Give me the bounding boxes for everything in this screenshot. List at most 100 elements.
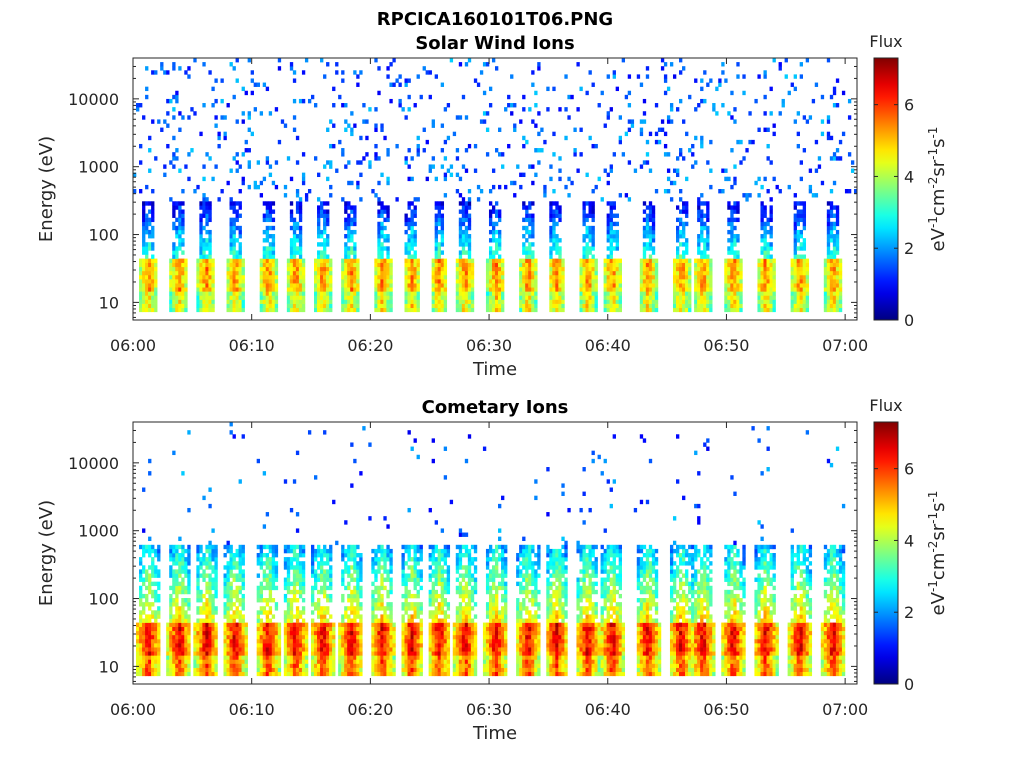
heatmap-cell xyxy=(274,667,279,673)
heatmap-cell xyxy=(154,651,158,656)
heatmap-cell xyxy=(292,270,297,276)
heatmap-cell xyxy=(292,630,297,636)
heatmap-cell xyxy=(350,287,354,292)
heatmap-cell xyxy=(374,279,378,284)
heatmap-cell xyxy=(238,262,242,268)
heatmap-cell xyxy=(341,262,345,268)
heatmap-cell xyxy=(612,287,616,292)
heatmap-cell xyxy=(181,229,185,235)
heatmap-cell xyxy=(525,266,529,272)
heatmap-cell xyxy=(326,307,330,313)
heatmap-cell xyxy=(268,209,273,214)
heatmap-cell xyxy=(196,647,200,652)
heatmap-cell xyxy=(175,295,179,300)
heatmap-cell xyxy=(229,238,233,243)
heatmap-cell xyxy=(374,303,378,309)
heatmap-cell xyxy=(799,291,803,296)
heatmap-cell xyxy=(196,569,200,574)
heatmap-cell xyxy=(591,266,595,272)
heatmap-cell xyxy=(289,659,294,664)
heatmap-cell xyxy=(286,557,291,562)
heatmap-cell xyxy=(769,225,773,231)
heatmap-cell xyxy=(298,651,303,656)
heatmap-cell xyxy=(262,634,267,640)
heatmap-cell xyxy=(733,250,737,255)
heatmap-cell xyxy=(458,287,463,292)
heatmap-cell xyxy=(377,291,381,296)
heatmap-cell xyxy=(320,201,324,206)
heatmap-cell xyxy=(522,225,526,231)
heatmap-cell xyxy=(440,234,445,239)
heatmap-cell xyxy=(703,242,707,247)
heatmap-cell xyxy=(700,287,704,292)
heatmap-cell xyxy=(709,303,713,309)
heatmap-cell xyxy=(700,307,704,313)
heatmap-cell xyxy=(495,295,499,300)
heatmap-cell xyxy=(676,156,680,161)
heatmap-cell xyxy=(214,98,218,104)
heatmap-cell xyxy=(169,614,173,619)
heatmap-cell xyxy=(295,266,300,272)
heatmap-cell xyxy=(184,270,188,276)
heatmap-cell xyxy=(323,283,327,288)
heatmap-cell xyxy=(739,279,743,284)
heatmap-cell xyxy=(214,577,218,582)
heatmap-cell xyxy=(648,258,653,263)
heatmap-cell xyxy=(217,143,221,149)
heatmap-cell xyxy=(329,307,333,313)
heatmap-cell xyxy=(501,295,505,300)
heatmap-cell xyxy=(648,234,653,239)
heatmap-cell xyxy=(172,598,176,603)
heatmap-cell xyxy=(642,303,647,309)
heatmap-cell xyxy=(657,139,662,145)
heatmap-cell xyxy=(187,507,191,513)
heatmap-cell xyxy=(286,663,291,668)
heatmap-cell xyxy=(289,614,294,619)
heatmap-cell xyxy=(383,274,387,280)
heatmap-cell xyxy=(525,287,529,292)
heatmap-cell xyxy=(265,307,270,313)
heatmap-cell xyxy=(211,606,215,611)
heatmap-cell xyxy=(256,630,260,636)
heatmap-cell xyxy=(344,250,348,255)
heatmap-cell xyxy=(326,303,330,309)
heatmap-cell xyxy=(694,135,698,141)
heatmap-cell xyxy=(292,127,297,132)
heatmap-cell xyxy=(461,307,466,313)
heatmap-cell xyxy=(838,287,843,292)
heatmap-cell xyxy=(353,307,357,313)
heatmap-cell xyxy=(359,197,363,202)
heatmap-cell xyxy=(425,70,429,75)
heatmap-cell xyxy=(651,274,656,280)
heatmap-cell xyxy=(488,229,493,235)
heatmap-cell xyxy=(187,557,191,562)
heatmap-cell xyxy=(558,303,562,309)
heatmap-cell xyxy=(289,561,294,566)
heatmap-cell xyxy=(455,283,460,288)
heatmap-cell xyxy=(407,148,411,153)
heatmap-cell xyxy=(271,651,276,656)
heatmap-cell xyxy=(787,184,791,190)
heatmap-cell xyxy=(139,266,143,272)
heatmap-cell xyxy=(298,589,303,595)
heatmap-cell xyxy=(277,643,282,648)
heatmap-cell xyxy=(766,291,770,296)
heatmap-cell xyxy=(181,201,185,206)
heatmap-cell xyxy=(814,168,819,173)
heatmap-cell xyxy=(238,663,242,668)
heatmap-cell xyxy=(151,307,155,313)
heatmap-cell xyxy=(495,148,499,153)
heatmap-cell xyxy=(609,274,613,280)
heatmap-cell xyxy=(181,585,185,591)
heatmap-cell xyxy=(172,213,176,218)
heatmap-cell xyxy=(443,307,448,313)
heatmap-cell xyxy=(697,201,701,206)
heatmap-cell xyxy=(531,119,535,124)
heatmap-cell xyxy=(829,205,834,210)
heatmap-cell xyxy=(298,577,303,582)
heatmap-cell xyxy=(326,242,330,247)
heatmap-cell xyxy=(443,258,448,263)
heatmap-cell xyxy=(232,156,236,161)
heatmap-cell xyxy=(706,279,710,284)
heatmap-cell xyxy=(534,258,538,263)
